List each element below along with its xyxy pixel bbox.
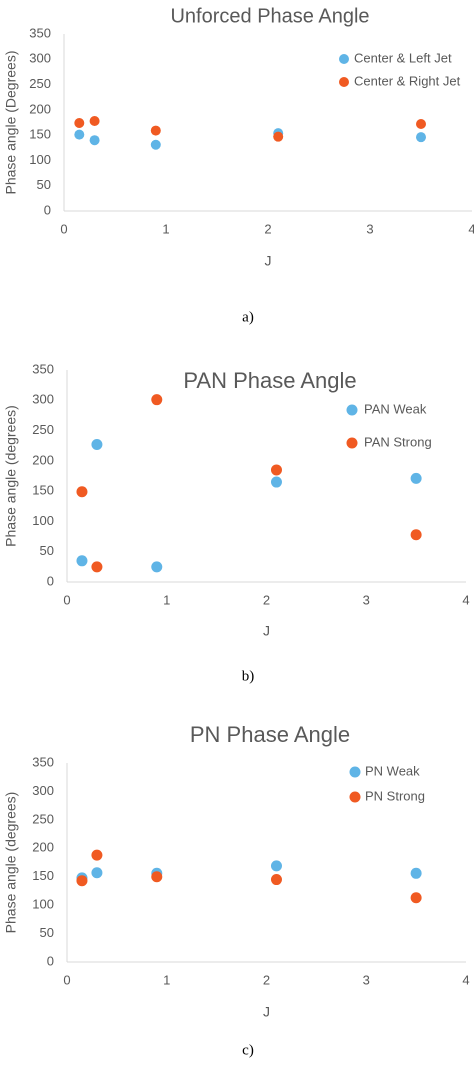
y-tick-label: 100 [32, 897, 54, 912]
legend-label: PAN Weak [364, 401, 427, 416]
legend-marker [339, 77, 349, 87]
legend-label: PN Weak [365, 763, 420, 778]
legend-marker [339, 54, 349, 64]
data-point-series-1 [151, 561, 163, 573]
chart-svg: PAN Phase Angle 0 50 100 150 200 250 300 350 0 1 2 3… [3, 361, 470, 684]
data-point-series-2 [270, 874, 282, 886]
y-tick-label: 50 [40, 925, 54, 940]
data-point-series-2 [91, 849, 103, 861]
y-tick-label: 350 [29, 25, 51, 40]
y-tick-label: 300 [32, 783, 54, 798]
panel-caption: c) [242, 1042, 254, 1058]
x-axis-label: J [265, 253, 272, 269]
chart-panel-pn: PN Phase Angle 0 50 100 150 200 250 300 350 0 1 2 3 4… [0, 712, 474, 1070]
x-tick-label: 3 [363, 592, 370, 607]
data-point-series-1 [270, 860, 282, 872]
y-tick-label: 250 [32, 422, 54, 437]
data-point-series-2 [273, 131, 284, 142]
chart-panel-unforced: Unforced Phase Angle 0 50 100 150 200 250 300 35… [0, 0, 474, 335]
y-tick-label: 150 [32, 868, 54, 883]
y-tick-label: 300 [32, 392, 54, 407]
y-axis-label: Phase angle (Degrees) [3, 51, 19, 195]
data-point-series-2 [89, 115, 100, 126]
chart-title: PN Phase Angle [190, 722, 350, 747]
x-tick-label: 1 [163, 592, 170, 607]
y-tick-label: 200 [29, 101, 51, 116]
y-tick-label: 200 [32, 452, 54, 467]
x-tick-label: 2 [264, 221, 271, 236]
x-tick-label: 1 [163, 972, 170, 987]
y-tick-label: 50 [37, 177, 51, 192]
legend-label: PAN Strong [364, 434, 432, 449]
x-tick-label: 0 [63, 972, 70, 987]
y-tick-label: 250 [29, 76, 51, 91]
legend-label: Center & Left Jet [354, 50, 452, 65]
panel-caption: a) [242, 309, 254, 325]
data-point-series-1 [91, 867, 103, 879]
data-point-series-1 [74, 129, 85, 140]
y-tick-label: 50 [40, 543, 54, 558]
chart-panel-pan: PAN Phase Angle 0 50 100 150 200 250 300 350 0 1 2 3… [0, 352, 474, 702]
data-point-series-1 [410, 472, 422, 484]
legend-label: Center & Right Jet [354, 73, 461, 88]
data-point-series-2 [410, 892, 422, 904]
x-axis-label: J [263, 623, 270, 639]
y-tick-label: 350 [32, 361, 54, 376]
y-tick-label: 0 [44, 202, 51, 217]
legend-label: PN Strong [365, 788, 425, 803]
y-axis-label: Phase angle (degrees) [3, 405, 19, 547]
y-tick-label: 350 [32, 754, 54, 769]
y-tick-label: 200 [32, 840, 54, 855]
y-tick-label: 0 [47, 573, 54, 588]
x-tick-label: 2 [263, 972, 270, 987]
y-tick-label: 150 [29, 127, 51, 142]
x-tick-label: 0 [60, 221, 67, 236]
data-point-series-2 [151, 394, 163, 406]
y-tick-label: 100 [32, 513, 54, 528]
data-point-series-2 [76, 486, 88, 498]
legend-marker [349, 791, 361, 803]
data-point-series-2 [150, 125, 161, 136]
data-point-series-2 [76, 875, 88, 887]
data-point-series-2 [410, 529, 422, 541]
x-tick-label: 4 [468, 221, 474, 236]
chart-svg: Unforced Phase Angle 0 50 100 150 200 250 300 35… [3, 5, 474, 325]
data-point-series-2 [416, 119, 426, 130]
data-point-series-1 [270, 476, 282, 488]
y-tick-label: 250 [32, 811, 54, 826]
data-point-series-2 [91, 561, 103, 573]
data-point-series-1 [91, 439, 103, 451]
data-point-series-1 [150, 139, 161, 150]
legend-marker [346, 437, 358, 449]
x-tick-label: 0 [63, 592, 70, 607]
data-point-series-2 [270, 464, 282, 476]
x-tick-label: 4 [462, 592, 469, 607]
data-point-series-1 [416, 132, 426, 143]
chart-title: PAN Phase Angle [183, 368, 356, 393]
legend-marker [349, 766, 361, 778]
x-tick-label: 3 [363, 972, 370, 987]
data-point-series-1 [410, 867, 422, 879]
chart-svg: PN Phase Angle 0 50 100 150 200 250 300 350 0 1 2 3 4… [3, 722, 470, 1059]
data-point-series-1 [89, 135, 100, 146]
x-tick-label: 1 [162, 221, 169, 236]
data-point-series-2 [74, 118, 85, 129]
y-tick-label: 100 [29, 152, 51, 167]
y-tick-label: 0 [47, 953, 54, 968]
x-tick-label: 2 [263, 592, 270, 607]
x-tick-label: 4 [462, 972, 469, 987]
data-point-series-2 [151, 871, 163, 883]
chart-title: Unforced Phase Angle [170, 5, 369, 27]
x-tick-label: 3 [366, 221, 373, 236]
y-axis-label: Phase angle (degrees) [3, 792, 19, 934]
y-tick-label: 150 [32, 483, 54, 498]
panel-caption: b) [242, 668, 255, 684]
x-axis-label: J [263, 1004, 270, 1020]
data-point-series-1 [76, 555, 88, 567]
legend-marker [346, 404, 358, 416]
y-tick-label: 300 [29, 51, 51, 66]
